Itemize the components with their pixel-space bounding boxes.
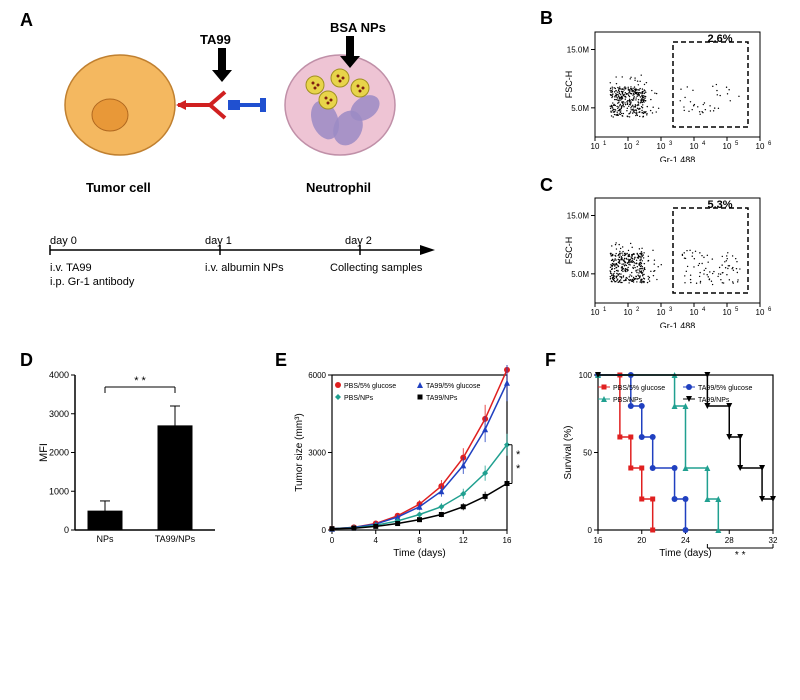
svg-text:TA99/NPs: TA99/NPs: [426, 395, 458, 402]
svg-text:FSC-H: FSC-H: [564, 71, 574, 99]
panel-c-label: C: [540, 175, 553, 196]
svg-text:50: 50: [583, 449, 592, 458]
svg-text:2: 2: [636, 307, 640, 313]
panel-e-chart: 0 3000 6000 0 4 8 12 16 Time (days) Tumor size (m…: [290, 365, 530, 565]
day2-t: Collecting samples: [330, 262, 422, 274]
panel-d-chart: 0 1000 2000 3000 4000 MFI NPs TA99/NPs * *: [35, 365, 235, 565]
bsa-label: BSA NPs: [330, 20, 386, 35]
svg-text:10: 10: [657, 308, 666, 317]
panel-a-label: A: [20, 10, 33, 31]
svg-text:15.0M: 15.0M: [567, 212, 590, 221]
tumor-label: Tumor cell: [86, 180, 151, 195]
svg-text:TA99/NPs: TA99/NPs: [698, 397, 730, 404]
day1-label: day 1: [205, 235, 232, 247]
svg-text:16: 16: [594, 536, 603, 545]
svg-text:6000: 6000: [308, 371, 326, 380]
svg-text:6: 6: [768, 141, 772, 147]
svg-text:10: 10: [756, 308, 765, 317]
svg-text:4: 4: [702, 141, 706, 147]
day1-t: i.v. albumin NPs: [205, 262, 284, 274]
panel-f-label: F: [545, 350, 556, 371]
svg-text:6: 6: [768, 307, 772, 313]
svg-text:10: 10: [591, 142, 600, 151]
svg-text:1: 1: [603, 307, 607, 313]
svg-text:10: 10: [624, 308, 633, 317]
svg-text:Survival (%): Survival (%): [563, 426, 574, 480]
svg-text:10: 10: [723, 308, 732, 317]
panel-e-label: E: [275, 350, 287, 371]
panel-f-chart: 0 50 100 16 20 24 28 32 Time (days) Survival (%) P…: [560, 365, 790, 565]
svg-text:10: 10: [690, 142, 699, 151]
svg-text:5.0M: 5.0M: [571, 104, 589, 113]
svg-text:5.0M: 5.0M: [571, 270, 589, 279]
panel-b-scatter: 5.0M15.0M101102103104105106Gr-1 488FSC-H…: [560, 22, 780, 162]
svg-text:10: 10: [657, 142, 666, 151]
svg-text:4: 4: [702, 307, 706, 313]
svg-text:1: 1: [603, 141, 607, 147]
svg-text:3: 3: [669, 307, 673, 313]
svg-text:FSC-H: FSC-H: [564, 237, 574, 265]
panel-c-scatter: 5.0M15.0M101102103104105106Gr-1 488FSC-H…: [560, 188, 780, 328]
svg-text:10: 10: [723, 142, 732, 151]
svg-text:24: 24: [681, 536, 690, 545]
svg-text:TA99/5% glucose: TA99/5% glucose: [698, 385, 752, 392]
svg-text:TA99/5% glucose: TA99/5% glucose: [426, 383, 480, 390]
svg-text:0: 0: [64, 525, 69, 535]
svg-text:5: 5: [735, 307, 739, 313]
svg-text:PBS/5% glucose: PBS/5% glucose: [613, 385, 665, 392]
svg-text:10: 10: [690, 308, 699, 317]
svg-text:NPs: NPs: [96, 534, 114, 544]
svg-text:5: 5: [735, 141, 739, 147]
svg-text:12: 12: [459, 536, 468, 545]
panel-b-label: B: [540, 8, 553, 29]
svg-text:0: 0: [588, 526, 593, 535]
svg-text:3: 3: [669, 141, 673, 147]
svg-text:4: 4: [374, 536, 379, 545]
svg-text:Gr-1 488: Gr-1 488: [660, 321, 696, 328]
svg-text:Gr-1 488: Gr-1 488: [660, 155, 696, 162]
svg-text:2.6%: 2.6%: [707, 33, 732, 45]
svg-text:0: 0: [330, 536, 335, 545]
svg-text:PBS/NPs: PBS/NPs: [344, 395, 374, 402]
svg-text:28: 28: [725, 536, 734, 545]
svg-text:20: 20: [637, 536, 646, 545]
svg-text:* *: * *: [735, 550, 746, 561]
svg-text:32: 32: [769, 536, 778, 545]
neutrophil-label: Neutrophil: [306, 180, 371, 195]
svg-text:15.0M: 15.0M: [567, 46, 590, 55]
day0-t2: i.p. Gr-1 antibody: [50, 276, 134, 288]
svg-text:PBS/NPs: PBS/NPs: [613, 397, 643, 404]
svg-text:*: *: [516, 463, 521, 475]
svg-text:Tumor size (mm³): Tumor size (mm³): [294, 413, 305, 492]
svg-text:3000: 3000: [49, 409, 69, 419]
svg-text:10: 10: [756, 142, 765, 151]
svg-text:16: 16: [503, 536, 512, 545]
svg-text:TA99/NPs: TA99/NPs: [155, 534, 196, 544]
day0-label: day 0: [50, 235, 77, 247]
ta99-label: TA99: [200, 32, 231, 47]
svg-text:100: 100: [579, 371, 593, 380]
svg-text:PBS/5% glucose: PBS/5% glucose: [344, 383, 396, 390]
svg-text:8: 8: [417, 536, 422, 545]
svg-text:*: *: [516, 449, 521, 461]
day0-t1: i.v. TA99: [50, 262, 92, 274]
svg-text:2: 2: [636, 141, 640, 147]
svg-text:10: 10: [591, 308, 600, 317]
svg-text:0: 0: [322, 526, 327, 535]
svg-text:MFI: MFI: [38, 443, 50, 462]
svg-text:5.3%: 5.3%: [707, 199, 732, 211]
svg-text:10: 10: [624, 142, 633, 151]
svg-text:2000: 2000: [49, 448, 69, 458]
svg-text:4000: 4000: [49, 370, 69, 380]
panel-d-label: D: [20, 350, 33, 371]
day2-label: day 2: [345, 235, 372, 247]
svg-text:3000: 3000: [308, 449, 326, 458]
svg-text:* *: * *: [134, 375, 146, 387]
svg-text:Time (days): Time (days): [393, 548, 445, 559]
svg-text:1000: 1000: [49, 486, 69, 496]
svg-text:Time (days): Time (days): [659, 548, 711, 559]
